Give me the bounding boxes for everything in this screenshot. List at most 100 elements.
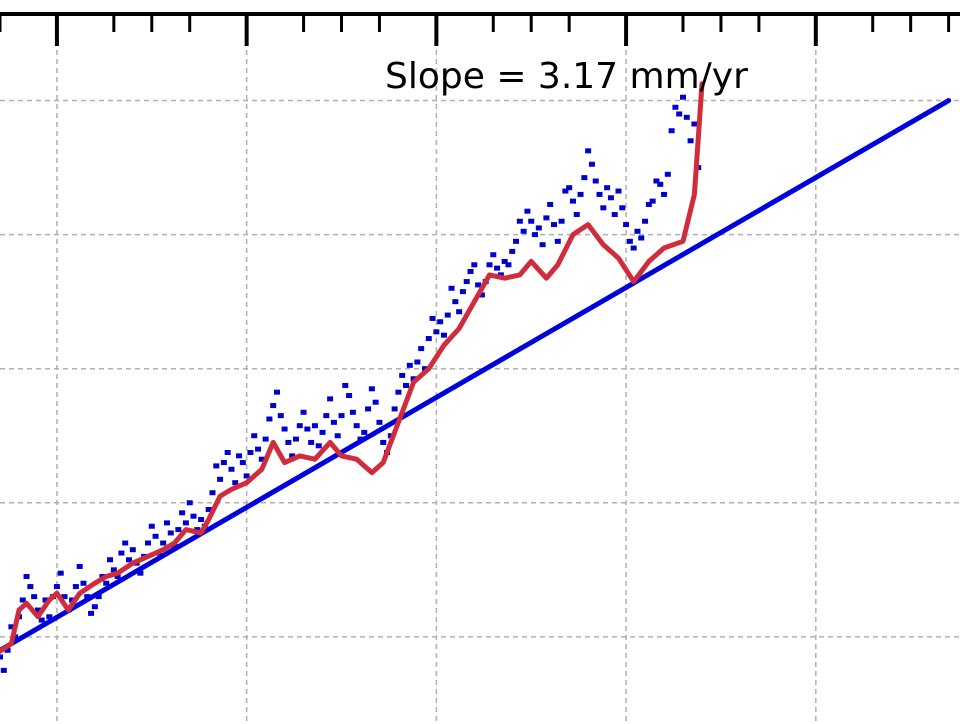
data-point xyxy=(129,547,136,553)
data-point xyxy=(34,607,41,613)
data-point xyxy=(270,403,277,409)
data-point xyxy=(126,557,133,563)
data-point xyxy=(649,198,656,204)
data-point xyxy=(566,185,573,191)
data-point xyxy=(353,423,360,429)
data-point xyxy=(554,238,561,244)
data-point xyxy=(664,171,671,177)
data-point xyxy=(592,178,599,184)
data-point xyxy=(509,248,516,254)
data-point xyxy=(448,285,455,291)
data-point xyxy=(182,520,189,526)
data-point xyxy=(661,191,668,197)
data-point xyxy=(285,439,292,445)
data-point xyxy=(607,195,614,201)
data-point xyxy=(676,111,683,117)
data-point xyxy=(292,436,299,442)
data-point xyxy=(410,376,417,382)
data-point xyxy=(232,480,239,486)
data-point xyxy=(399,372,406,378)
data-point xyxy=(8,624,15,630)
data-point xyxy=(300,409,307,415)
data-point xyxy=(23,574,30,580)
data-point xyxy=(247,450,254,455)
data-point xyxy=(520,228,527,234)
data-point xyxy=(319,429,326,435)
data-point xyxy=(478,292,485,298)
data-point xyxy=(243,473,250,479)
data-point xyxy=(107,557,114,563)
data-point xyxy=(296,423,303,429)
data-point xyxy=(619,205,626,211)
trend-line xyxy=(0,98,952,653)
data-point xyxy=(103,580,110,586)
data-point xyxy=(569,198,576,204)
data-point xyxy=(471,262,478,268)
data-point xyxy=(220,460,227,466)
data-point xyxy=(198,517,205,523)
data-point xyxy=(562,188,569,194)
horizontal-gridlines xyxy=(0,99,960,638)
data-point xyxy=(585,148,592,154)
data-point xyxy=(118,550,125,556)
data-point xyxy=(543,215,550,221)
data-point xyxy=(452,299,459,305)
data-point xyxy=(365,406,372,412)
data-point xyxy=(228,466,235,472)
data-point xyxy=(657,181,664,187)
data-point xyxy=(490,252,497,258)
data-point xyxy=(494,265,501,271)
data-point xyxy=(84,594,91,600)
data-point xyxy=(535,225,542,231)
data-point xyxy=(38,617,45,623)
data-point xyxy=(72,584,79,590)
data-point xyxy=(361,429,368,435)
data-point xyxy=(323,413,330,419)
data-point xyxy=(91,604,98,610)
data-point xyxy=(95,594,102,600)
data-point xyxy=(539,242,546,248)
data-point xyxy=(429,315,436,321)
smoothed-curve xyxy=(0,81,705,655)
data-point xyxy=(0,667,7,673)
data-point xyxy=(391,406,398,412)
data-point xyxy=(179,510,186,516)
data-point xyxy=(475,282,482,288)
data-point xyxy=(80,580,87,586)
data-point xyxy=(604,185,611,191)
data-point xyxy=(653,178,660,184)
data-point xyxy=(683,114,690,120)
data-point xyxy=(505,262,512,268)
data-point xyxy=(239,460,246,466)
data-point xyxy=(110,567,117,573)
smoothed-curve-group xyxy=(0,81,705,655)
data-point xyxy=(262,436,269,442)
data-point xyxy=(27,584,34,590)
data-point xyxy=(513,238,520,244)
data-point xyxy=(421,366,428,372)
data-points xyxy=(0,94,702,673)
data-point xyxy=(46,614,53,620)
data-point xyxy=(289,453,296,459)
data-point xyxy=(588,161,595,167)
data-point xyxy=(550,222,557,228)
data-point xyxy=(273,389,280,395)
data-point xyxy=(532,232,539,238)
data-point xyxy=(528,218,535,224)
data-point xyxy=(433,329,440,335)
data-point xyxy=(167,530,174,536)
data-point xyxy=(395,389,402,395)
data-point xyxy=(516,218,523,224)
data-point xyxy=(224,450,231,455)
data-point xyxy=(672,104,679,110)
data-point xyxy=(330,419,337,425)
data-point xyxy=(501,258,508,264)
data-point xyxy=(638,235,645,241)
data-point xyxy=(152,533,159,539)
data-point xyxy=(338,413,345,419)
data-point xyxy=(573,212,580,218)
data-point xyxy=(19,597,26,603)
data-point xyxy=(53,584,60,590)
data-point xyxy=(251,433,258,439)
